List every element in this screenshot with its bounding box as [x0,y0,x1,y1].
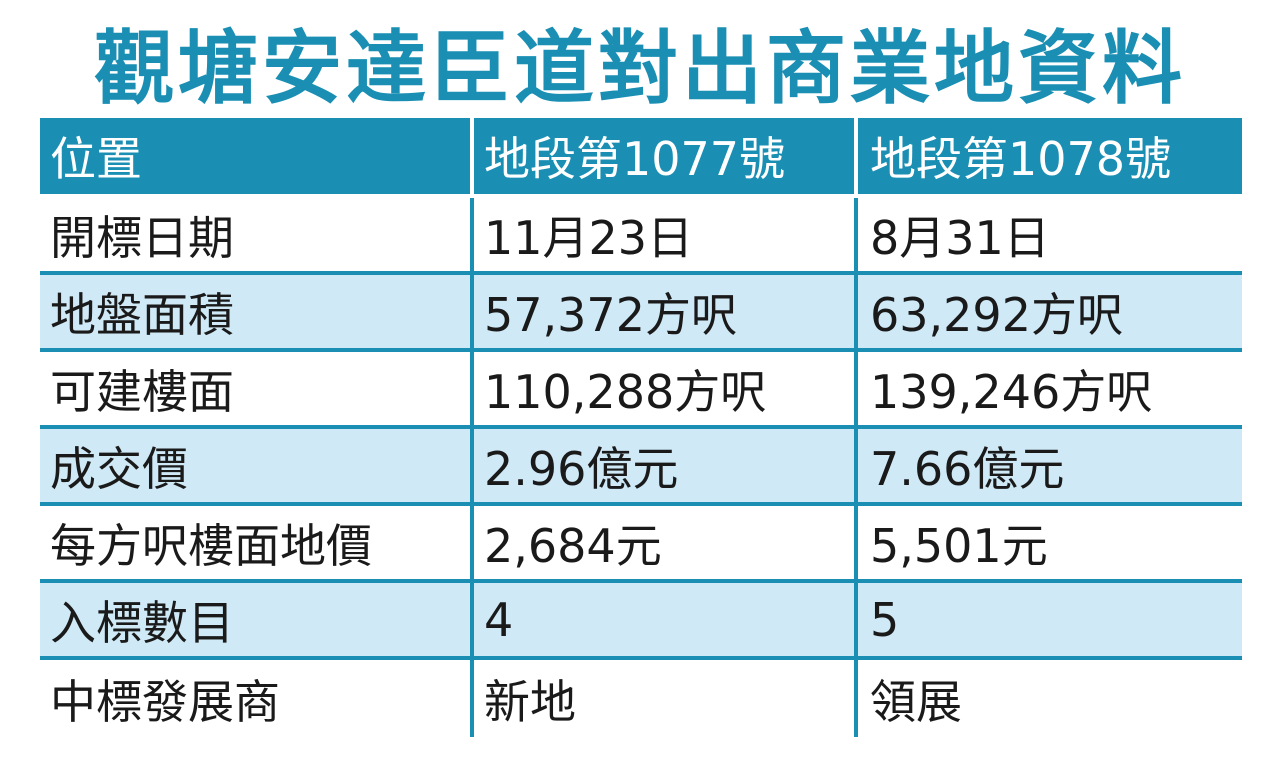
table-row: 成交價 2.96億元 7.66億元 [40,429,1242,506]
row-label: 每方呎樓面地價 [50,518,372,573]
lot-1078-value: 139,246方呎 [854,352,1242,425]
row-label: 成交價 [50,441,188,496]
lot-1077-value: 新地 [470,660,854,737]
lot-1077-value: 57,372方呎 [470,275,854,348]
lot-1077-value: 4 [470,583,854,656]
lot-1077-value: 11月23日 [470,198,854,271]
row-label: 中標發展商 [50,674,280,729]
table-row: 每方呎樓面地價 2,684元 5,501元 [40,506,1242,583]
row-label: 入標數目 [50,595,234,650]
lot-1077-value: 110,288方呎 [470,352,854,425]
lot-1077-value: 2.96億元 [470,429,854,502]
lot-1078-value: 8月31日 [854,198,1242,271]
lot-1078-value: 領展 [854,660,1242,737]
row-label: 開標日期 [50,210,234,265]
row-label: 地盤面積 [50,287,234,342]
data-table: 位置 地段第1077號 地段第1078號 開標日期 11月23日 8月31日 地… [40,118,1242,737]
table-row: 開標日期 11月23日 8月31日 [40,198,1242,275]
lot-1078-value: 5 [854,583,1242,656]
lot-1078-value: 7.66億元 [854,429,1242,502]
row-label: 可建樓面 [50,364,234,419]
lot-1078-value: 5,501元 [854,506,1242,579]
header-lot-1077: 地段第1077號 [470,118,854,194]
table-row: 地盤面積 57,372方呎 63,292方呎 [40,275,1242,352]
page-title: 觀塘安達臣道對出商業地資料 [94,22,1186,115]
header-lot-1078: 地段第1078號 [854,118,1242,194]
table-row: 中標發展商 新地 領展 [40,660,1242,737]
header-label: 位置 [50,132,142,186]
table-row: 可建樓面 110,288方呎 139,246方呎 [40,352,1242,429]
lot-1077-value: 2,684元 [470,506,854,579]
lot-1078-value: 63,292方呎 [854,275,1242,348]
table-header: 位置 地段第1077號 地段第1078號 [40,118,1242,198]
table-row: 入標數目 4 5 [40,583,1242,660]
